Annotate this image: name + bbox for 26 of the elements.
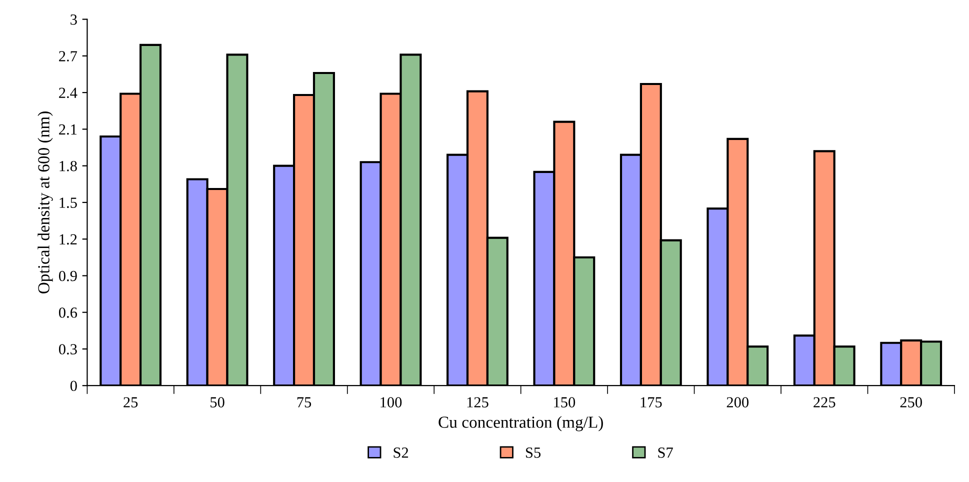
x-axis-title: Cu concentration (mg/L)	[438, 416, 603, 432]
x-tick-label: 250	[900, 397, 922, 408]
y-tick-label: 0.9	[58, 270, 77, 282]
x-tick-label: 150	[554, 397, 576, 408]
y-tick-label: 1.5	[60, 198, 77, 208]
x-tick-label: 50	[210, 397, 224, 408]
x-tick-label: 25	[124, 397, 138, 408]
x-tick-label: 175	[640, 397, 662, 408]
y-tick-label: 0	[70, 380, 77, 392]
x-tick-label: 225	[814, 397, 836, 408]
legend-label: S2	[394, 448, 408, 458]
legend-label: S7	[658, 448, 673, 458]
y-tick-label: 0.6	[58, 307, 78, 318]
y-axis-title: Optical density at 600 (nm)	[38, 112, 53, 294]
y-tick-label: 0.3	[58, 344, 77, 354]
y-tick-label: 3	[70, 14, 77, 25]
x-tick-label: 100	[380, 397, 402, 408]
legend-label: S5	[526, 448, 541, 458]
y-tick-label: 2.1	[59, 124, 77, 135]
x-tick-label: 125	[467, 397, 488, 408]
x-tick-label: 75	[297, 397, 312, 408]
y-tick-label: 2.4	[59, 88, 78, 98]
x-tick-label: 200	[726, 397, 749, 408]
y-tick-label: 1.8	[60, 160, 77, 172]
y-tick-label: 2.7	[59, 51, 78, 62]
y-tick-label: 1.2	[60, 234, 77, 245]
